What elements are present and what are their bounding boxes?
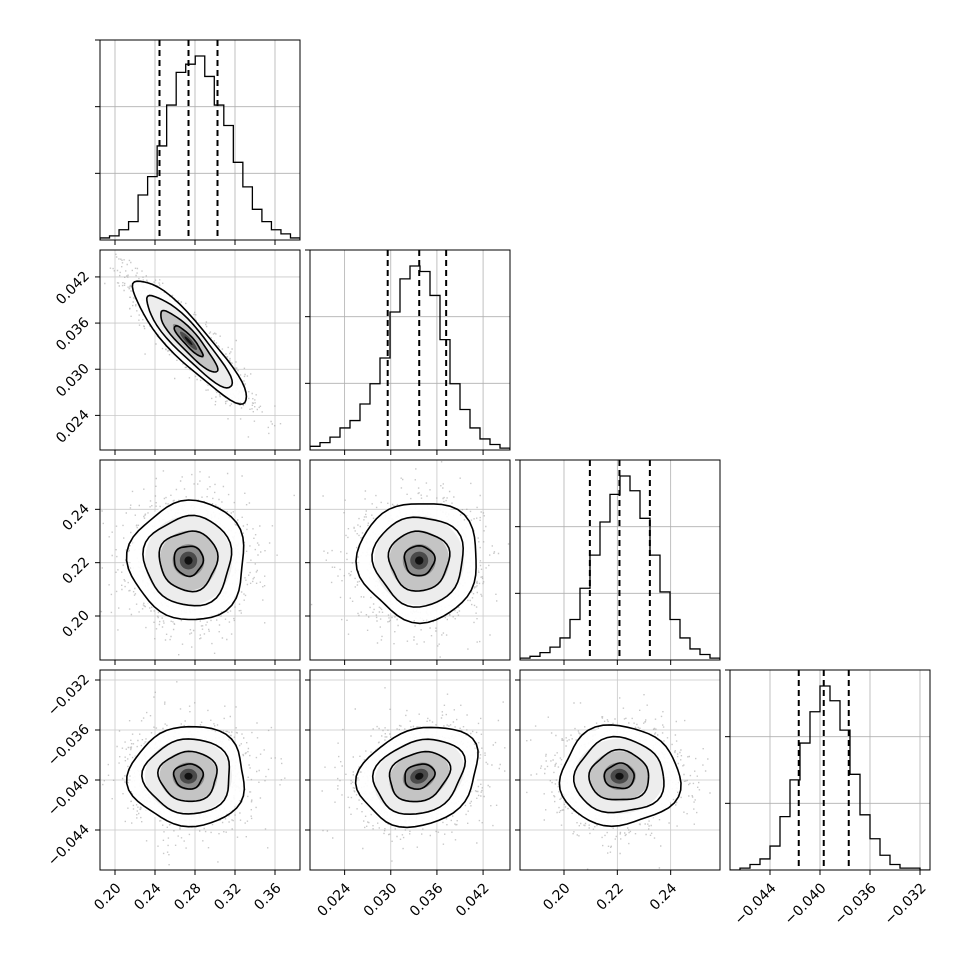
scatter-panel-4-2	[305, 669, 511, 875]
contour-line	[404, 763, 436, 791]
contour-line	[387, 530, 451, 592]
contour-line	[355, 503, 477, 625]
x-tick-label: 0.28	[171, 880, 204, 913]
histogram-step	[310, 265, 510, 450]
y-tick-label: 0.22	[59, 554, 92, 587]
panel-frame	[519, 669, 721, 871]
contour-line	[573, 735, 665, 814]
x-tick-label: 0.36	[251, 880, 284, 913]
density-fill	[184, 336, 193, 346]
contour-line	[142, 514, 233, 607]
panel-frame	[99, 669, 301, 871]
contour-line	[371, 516, 465, 608]
contour-line	[173, 324, 204, 358]
x-tick-label: 0.042	[453, 880, 493, 920]
contour-line	[603, 762, 635, 790]
x-tick-label: 0.24	[131, 880, 164, 913]
panel-content	[310, 670, 510, 870]
y-tick-label: 0.24	[59, 501, 92, 534]
y-tick-label: 0.042	[53, 268, 93, 308]
contour-line	[371, 738, 467, 816]
contour-line	[173, 545, 205, 578]
panel-content	[520, 670, 720, 870]
scatter-panel-4-1	[95, 669, 301, 875]
panel-content	[100, 460, 300, 660]
panel-frame	[309, 669, 511, 871]
x-tick-label: −0.040	[782, 880, 830, 928]
panel-content	[100, 670, 300, 870]
x-tick-label: 0.24	[647, 880, 680, 913]
panel-frame	[99, 459, 301, 661]
panel-frame	[729, 669, 931, 871]
density-fill	[184, 772, 193, 780]
panel-content	[100, 250, 300, 450]
contour-line	[172, 763, 205, 790]
contour-line	[158, 530, 219, 593]
histogram-panel-2	[305, 249, 511, 455]
scatter-panel-3-2	[305, 459, 511, 665]
y-tick-label: 0.036	[53, 315, 93, 355]
contour-line	[403, 544, 436, 577]
density-fill	[184, 556, 193, 565]
y-tick-label: −0.044	[45, 821, 93, 869]
contour-line	[354, 726, 479, 829]
panel-frame	[99, 39, 301, 241]
x-tick-label: 0.22	[594, 880, 627, 913]
scatter-panel-2-1	[95, 249, 301, 455]
panel-frame	[309, 249, 511, 451]
contour-line	[125, 499, 245, 621]
y-tick-label: 0.20	[59, 608, 92, 641]
x-tick-label: −0.044	[732, 880, 780, 928]
density-fill	[615, 772, 624, 780]
x-tick-label: 0.32	[211, 880, 244, 913]
histogram-panel-4	[725, 669, 931, 875]
x-tick-label: −0.032	[882, 880, 930, 928]
histogram-panel-1	[95, 39, 301, 245]
x-tick-label: 0.20	[540, 880, 573, 913]
scatter-panel-3-1	[95, 459, 301, 665]
contour-line	[131, 280, 248, 406]
contour-line	[145, 294, 234, 389]
contour-line	[558, 724, 682, 828]
x-tick-label: 0.024	[315, 880, 355, 920]
density-fill	[415, 772, 424, 780]
contour-line	[388, 750, 452, 803]
y-tick-label: −0.040	[45, 772, 93, 820]
x-tick-label: −0.036	[832, 880, 880, 928]
y-tick-label: −0.032	[45, 672, 93, 720]
y-tick-label: −0.036	[45, 721, 93, 769]
histogram-step	[100, 55, 300, 240]
density-fill	[415, 556, 424, 565]
contour-line	[156, 750, 218, 803]
panel-frame	[309, 459, 511, 661]
y-tick-label: 0.024	[53, 407, 93, 447]
x-tick-label: 0.036	[407, 880, 447, 920]
x-tick-label: 0.20	[91, 880, 124, 913]
histogram-panel-3	[515, 459, 721, 665]
scatter-panel-4-3	[515, 669, 721, 875]
contour-line	[160, 309, 219, 373]
contour-line	[588, 748, 650, 801]
panel-content	[310, 460, 510, 660]
y-tick-label: 0.030	[53, 361, 93, 401]
contour-line	[125, 725, 246, 828]
panel-frame	[519, 459, 721, 661]
contour-line	[140, 738, 231, 815]
panel-frame	[99, 249, 301, 451]
histogram-step	[730, 685, 930, 870]
x-tick-label: 0.030	[361, 880, 401, 920]
